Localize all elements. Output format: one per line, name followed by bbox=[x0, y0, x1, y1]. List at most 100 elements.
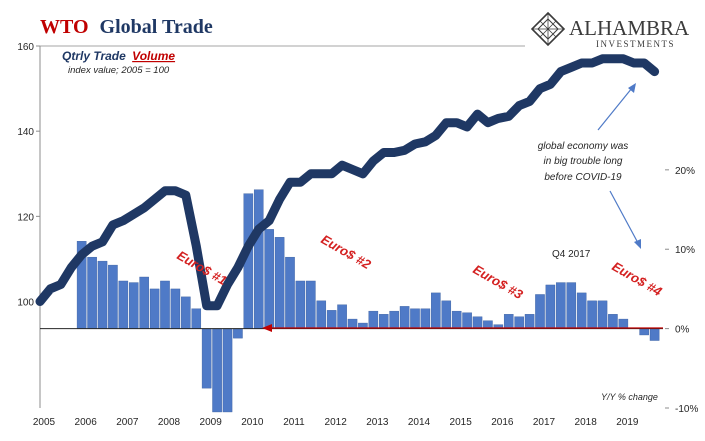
yoy-bar bbox=[597, 300, 608, 329]
bar-axis-label: Y/Y % change bbox=[601, 392, 658, 402]
note-line-3: before COVID-19 bbox=[544, 172, 622, 183]
series-title-part2: Volume bbox=[132, 49, 175, 63]
yoy-bar bbox=[639, 328, 649, 336]
right-tick-label: 20% bbox=[675, 166, 695, 177]
yoy-bar bbox=[649, 328, 660, 341]
yoy-bar bbox=[212, 328, 222, 413]
yoy-bar bbox=[576, 292, 587, 329]
red-arrow bbox=[262, 324, 663, 332]
yoy-bar bbox=[295, 280, 306, 329]
x-tick-label: 2008 bbox=[158, 417, 181, 428]
x-tick-label: 2018 bbox=[575, 417, 598, 428]
x-tick-label: 2013 bbox=[366, 417, 389, 428]
yoy-bar bbox=[451, 310, 462, 329]
label-euro3: Euro$ #3 bbox=[471, 262, 527, 303]
yoy-bar bbox=[545, 284, 556, 329]
series-title: Qtrly Trade Volume bbox=[62, 49, 175, 63]
yoy-bar bbox=[108, 264, 118, 329]
yoy-bar bbox=[201, 328, 212, 389]
series-title-part1: Qtrly Trade bbox=[62, 49, 126, 63]
x-axis-labels: 2005 2006 2007 2008 2009 2010 2011 2012 2013 2014… bbox=[33, 417, 639, 428]
yoy-bars bbox=[76, 189, 660, 413]
yoy-bar bbox=[170, 288, 181, 329]
yoy-bar bbox=[378, 314, 389, 329]
x-tick-label: 2015 bbox=[450, 417, 473, 428]
right-tick-label: 0% bbox=[675, 325, 690, 336]
x-tick-label: 2011 bbox=[283, 417, 305, 428]
yoy-bar bbox=[441, 300, 452, 329]
yoy-bar bbox=[524, 314, 535, 329]
yoy-bar bbox=[160, 280, 170, 329]
label-euro2: Euro$ #2 bbox=[319, 232, 375, 273]
yoy-bar bbox=[274, 237, 285, 329]
diamond-logo-icon bbox=[530, 11, 566, 47]
yoy-bar bbox=[87, 256, 97, 329]
note-line-2: in big trouble long bbox=[544, 156, 623, 167]
yoy-bar bbox=[618, 318, 629, 329]
yoy-bar bbox=[608, 314, 618, 329]
left-tick-label: 100 bbox=[17, 298, 34, 309]
alhambra-logo: ALHAMBRA INVESTMENTS bbox=[530, 11, 690, 49]
yoy-bar bbox=[410, 308, 420, 329]
label-euro4: Euro$ #4 bbox=[610, 259, 666, 300]
left-axis-ticks: 100 120 140 160 bbox=[17, 42, 40, 309]
chart-title-rest: Global Trade bbox=[100, 16, 213, 38]
x-tick-label: 2009 bbox=[200, 417, 223, 428]
yoy-bar bbox=[535, 294, 545, 329]
yoy-bar bbox=[514, 316, 524, 329]
yoy-bar bbox=[503, 314, 514, 329]
yoy-bar bbox=[420, 308, 431, 329]
blue-arrow-down bbox=[609, 190, 641, 249]
x-tick-label: 2019 bbox=[616, 417, 639, 428]
left-tick-label: 120 bbox=[17, 212, 34, 223]
yoy-bar bbox=[326, 310, 337, 329]
blue-arrow-up bbox=[597, 83, 636, 131]
right-tick-label: 10% bbox=[675, 245, 695, 256]
yoy-bar bbox=[399, 306, 410, 329]
chart-title-prefix: WTO bbox=[40, 16, 89, 38]
left-tick-label: 160 bbox=[17, 42, 34, 53]
yoy-bar bbox=[316, 300, 327, 329]
yoy-bar bbox=[368, 310, 379, 329]
yoy-bar bbox=[128, 282, 139, 329]
yoy-bar bbox=[139, 276, 149, 329]
series-subtitle: index value; 2005 = 100 bbox=[68, 65, 170, 76]
yoy-bar bbox=[181, 296, 191, 329]
x-tick-label: 2007 bbox=[116, 417, 139, 428]
yoy-bar bbox=[587, 300, 597, 329]
left-tick-label: 140 bbox=[17, 127, 34, 138]
yoy-bar bbox=[431, 292, 441, 329]
brand-name: ALHAMBRA bbox=[569, 16, 690, 40]
note-line-1: global economy was bbox=[538, 141, 629, 152]
x-tick-label: 2005 bbox=[33, 417, 56, 428]
yoy-bar bbox=[337, 304, 347, 329]
yoy-bar bbox=[566, 282, 577, 329]
yoy-bar bbox=[389, 310, 399, 329]
x-tick-label: 2017 bbox=[533, 417, 556, 428]
chart-title: WTO Global Trade bbox=[40, 16, 213, 38]
yoy-bar bbox=[233, 328, 243, 339]
x-tick-label: 2010 bbox=[241, 417, 264, 428]
right-axis-ticks: -10% 0% 10% 20% bbox=[665, 166, 698, 415]
yoy-bar bbox=[97, 260, 108, 329]
yoy-bar bbox=[118, 280, 129, 329]
yoy-bar bbox=[347, 318, 358, 329]
yoy-bar bbox=[462, 312, 472, 329]
yoy-bar bbox=[222, 328, 233, 413]
yoy-bar bbox=[264, 229, 274, 329]
yoy-bar bbox=[253, 189, 264, 329]
volume-line-group bbox=[35, 54, 660, 311]
yoy-bar bbox=[472, 316, 483, 329]
yoy-bar bbox=[149, 288, 160, 329]
right-tick-label: -10% bbox=[675, 404, 698, 415]
yoy-bar bbox=[285, 256, 295, 329]
yoy-bar bbox=[191, 308, 202, 329]
brand-sub: INVESTMENTS bbox=[596, 39, 675, 49]
x-tick-label: 2012 bbox=[325, 417, 348, 428]
x-tick-label: 2016 bbox=[491, 417, 514, 428]
x-tick-label: 2006 bbox=[75, 417, 98, 428]
label-q4-2017: Q4 2017 bbox=[552, 249, 591, 260]
yoy-bar bbox=[556, 282, 566, 329]
x-tick-label: 2014 bbox=[408, 417, 431, 428]
